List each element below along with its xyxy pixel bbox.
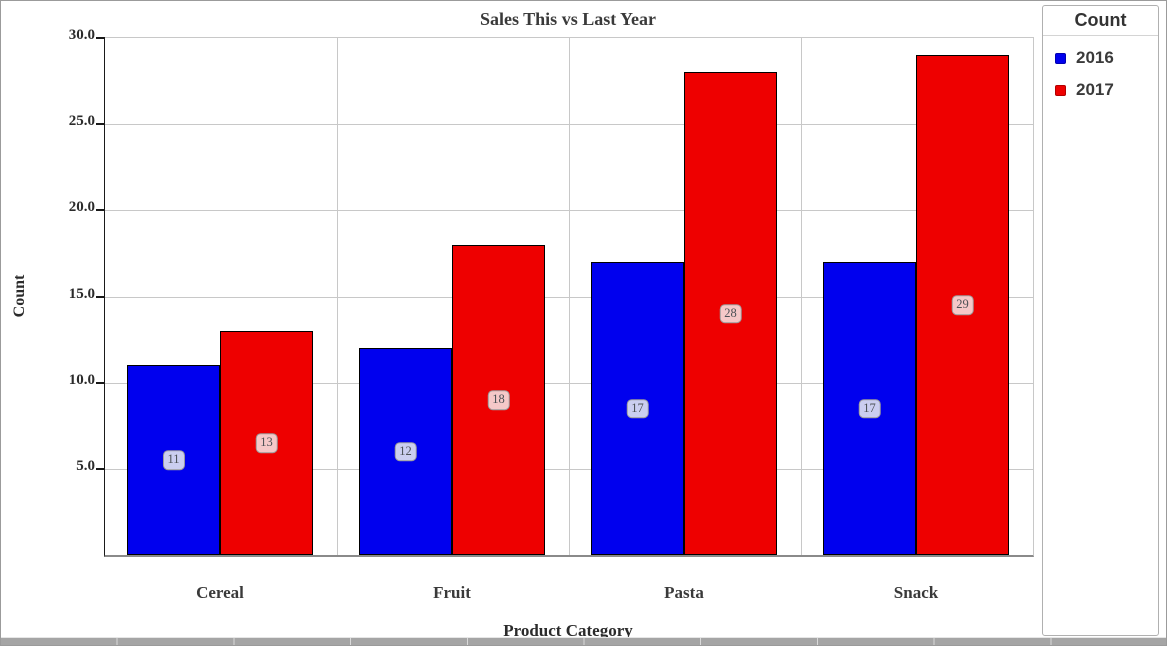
chart-title: Sales This vs Last Year [479,9,657,29]
bar-2017-snack[interactable]: 29 [916,55,1009,555]
gridline-vertical [801,38,802,555]
legend-item-2016[interactable]: 2016 [1055,48,1158,68]
legend-swatch-icon [1055,52,1066,64]
plot-area: 11 13 12 18 17 28 17 29 [96,37,1034,557]
legend-items: 2016 2017 [1043,48,1158,100]
bar-2016-cereal[interactable]: 11 [127,365,220,555]
y-tick-label: 10.0 [68,371,95,388]
legend-swatch-icon [1055,84,1066,96]
x-category-label-pasta: Pasta [664,583,704,602]
bar-value-label: 17 [626,398,649,419]
legend-item-2017[interactable]: 2017 [1055,80,1158,100]
legend-title: Count [1074,10,1127,30]
bar-value-label: 13 [255,433,278,453]
y-axis-tick [96,381,105,384]
gridline-vertical [337,38,338,555]
bar-value-label: 29 [951,295,974,315]
x-category-label-cereal: Cereal [196,583,244,602]
bar-value-label: 11 [162,450,185,471]
y-tick-label: 15.0 [68,285,95,302]
legend-item-label: 2016 [1076,48,1114,67]
legend-panel: Count 2016 2017 [1042,5,1159,636]
y-axis-tick [96,123,105,126]
y-axis-tick [96,295,105,298]
bar-2017-pasta[interactable]: 28 [684,72,777,555]
x-axis-title: Product Category [503,621,633,640]
y-axis-title: Count [11,274,28,318]
bar-2017-fruit[interactable]: 18 [452,244,545,555]
x-category-label-snack: Snack [893,583,939,602]
y-axis-tick [96,467,105,470]
x-category-label-fruit: Fruit [433,583,471,602]
y-tick-label: 20.0 [68,199,95,216]
bar-2016-fruit[interactable]: 12 [359,348,452,555]
y-axis-tick [96,209,105,212]
bar-2016-snack[interactable]: 17 [823,262,916,555]
horizontal-scrollbar-track[interactable] [1,637,1166,645]
legend-item-label: 2017 [1076,80,1114,99]
gridline-vertical [569,38,570,555]
bar-value-label: 28 [719,303,742,324]
bar-value-label: 17 [858,398,881,419]
bar-2017-cereal[interactable]: 13 [220,330,313,555]
y-tick-label: 25.0 [68,113,95,130]
legend-divider [1043,35,1158,36]
y-tick-label: 5.0 [76,457,95,474]
y-tick-label: 30.0 [68,27,95,43]
bar-value-label: 18 [487,390,510,410]
bar-value-label: 12 [394,441,417,462]
y-axis-tick [96,37,105,39]
bar-2016-pasta[interactable]: 17 [591,262,684,555]
